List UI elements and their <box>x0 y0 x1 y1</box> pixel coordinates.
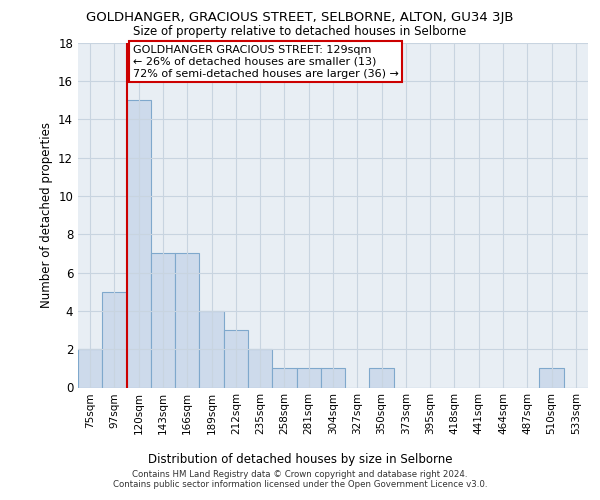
Text: Distribution of detached houses by size in Selborne: Distribution of detached houses by size … <box>148 452 452 466</box>
Text: GOLDHANGER, GRACIOUS STREET, SELBORNE, ALTON, GU34 3JB: GOLDHANGER, GRACIOUS STREET, SELBORNE, A… <box>86 11 514 24</box>
Bar <box>151 254 175 388</box>
Text: Size of property relative to detached houses in Selborne: Size of property relative to detached ho… <box>133 25 467 38</box>
Bar <box>248 349 272 388</box>
Bar <box>321 368 345 388</box>
Bar <box>539 368 564 388</box>
Bar <box>78 349 102 388</box>
Bar <box>175 254 199 388</box>
Y-axis label: Number of detached properties: Number of detached properties <box>40 122 53 308</box>
Bar <box>296 368 321 388</box>
Bar <box>224 330 248 388</box>
Bar <box>272 368 296 388</box>
Bar <box>199 311 224 388</box>
Bar <box>102 292 127 388</box>
Text: GOLDHANGER GRACIOUS STREET: 129sqm
← 26% of detached houses are smaller (13)
72%: GOLDHANGER GRACIOUS STREET: 129sqm ← 26%… <box>133 46 398 78</box>
Bar <box>370 368 394 388</box>
Bar <box>127 100 151 388</box>
Text: Contains HM Land Registry data © Crown copyright and database right 2024.
Contai: Contains HM Land Registry data © Crown c… <box>113 470 487 489</box>
